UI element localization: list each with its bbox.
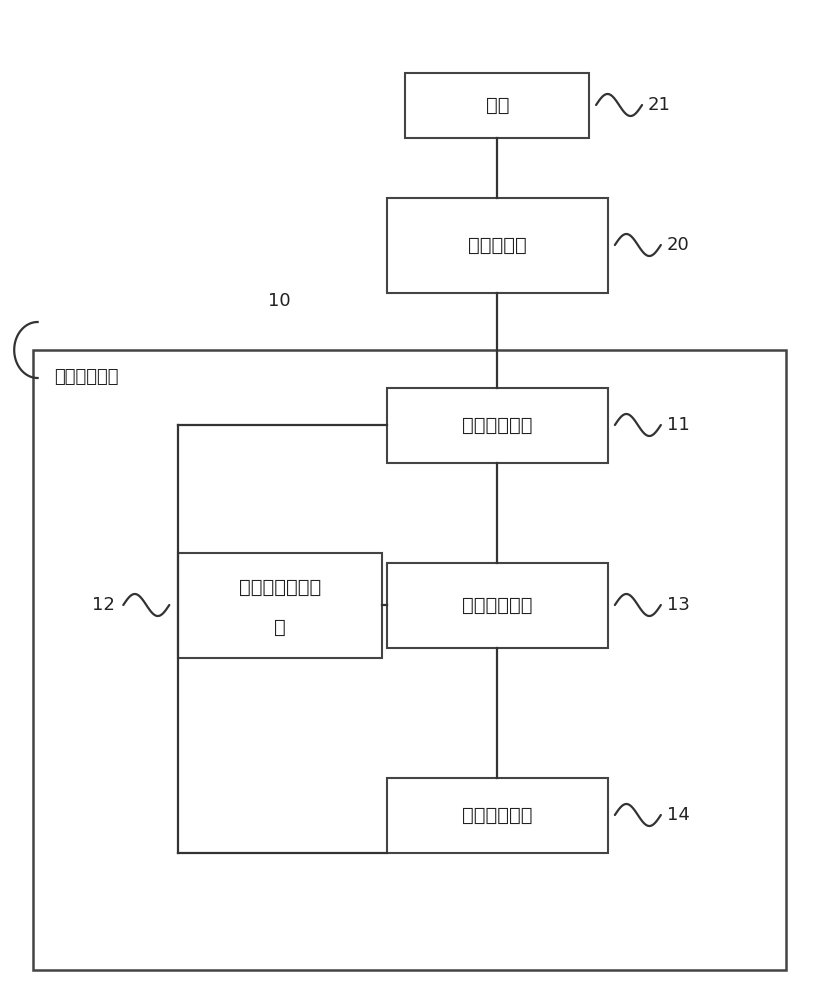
- Bar: [177, 552, 383, 658]
- Text: 14: 14: [667, 806, 690, 824]
- Bar: [386, 387, 609, 462]
- Text: 电源: 电源: [486, 96, 509, 114]
- Text: 21: 21: [648, 96, 670, 114]
- Text: 电源输入接口: 电源输入接口: [462, 416, 533, 434]
- Bar: [386, 198, 609, 292]
- Text: 通讯协议处理芯: 通讯协议处理芯: [239, 577, 321, 596]
- Text: 10: 10: [268, 292, 290, 310]
- Text: 直流适配器: 直流适配器: [468, 235, 527, 254]
- Text: 电压转换芯片: 电压转换芯片: [462, 595, 533, 614]
- Text: 12: 12: [92, 596, 115, 614]
- Text: 13: 13: [667, 596, 690, 614]
- Text: 电源适配设备: 电源适配设备: [54, 368, 119, 386]
- Bar: [405, 73, 589, 137]
- Text: 20: 20: [667, 236, 690, 254]
- Text: 片: 片: [274, 617, 286, 637]
- Text: 11: 11: [667, 416, 690, 434]
- Bar: [386, 778, 609, 852]
- Text: 电源输出接口: 电源输出接口: [462, 806, 533, 824]
- Bar: [386, 562, 609, 648]
- Bar: [33, 350, 786, 970]
